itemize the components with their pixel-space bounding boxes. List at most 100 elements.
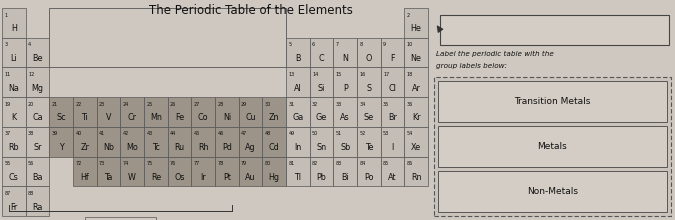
Text: 72: 72 [76,161,82,166]
Text: Ag: Ag [245,143,256,152]
Text: 36: 36 [407,102,413,107]
Text: 49: 49 [288,131,294,136]
Bar [191,127,215,157]
Text: Pb: Pb [317,173,327,182]
Text: Al: Al [294,84,302,93]
Text: He: He [410,24,422,33]
Text: Rb: Rb [9,143,19,152]
Bar [404,38,428,67]
Text: Nb: Nb [103,143,114,152]
Text: Cl: Cl [389,84,396,93]
Text: K: K [11,114,16,123]
Bar [2,38,26,67]
Text: Fe: Fe [175,114,184,123]
Text: At: At [388,173,397,182]
Text: 17: 17 [383,72,389,77]
Text: Os: Os [174,173,185,182]
Text: 86: 86 [407,161,413,166]
Text: Ir: Ir [200,173,206,182]
Text: 22: 22 [76,102,82,107]
Text: Se: Se [364,114,374,123]
Text: 32: 32 [312,102,319,107]
Bar [357,127,381,157]
Text: Mn: Mn [150,114,162,123]
Bar [97,127,120,157]
Text: Re: Re [151,173,161,182]
Text: 12: 12 [28,72,34,77]
Text: 27: 27 [194,102,200,107]
Text: 29: 29 [241,102,247,107]
Text: Ra: Ra [32,203,43,212]
Bar [2,157,26,186]
Bar [49,157,73,186]
Text: 83: 83 [335,161,342,166]
Text: C: C [319,54,324,63]
Text: 55: 55 [4,161,11,166]
Bar [263,157,286,186]
Bar [286,127,310,157]
Text: Ti: Ti [82,114,88,123]
Bar [381,127,404,157]
Text: Cs: Cs [9,173,19,182]
Text: 76: 76 [170,161,176,166]
Bar [286,157,310,186]
Bar [215,97,239,127]
Bar [310,127,333,157]
Bar [438,171,667,212]
Text: Ca: Ca [32,114,43,123]
Text: 84: 84 [359,161,366,166]
Text: 40: 40 [76,131,82,136]
Bar [26,97,49,127]
Text: Sb: Sb [340,143,350,152]
Text: B: B [295,54,300,63]
Text: Cu: Cu [245,114,256,123]
Text: 52: 52 [359,131,366,136]
Text: 45: 45 [194,131,200,136]
Text: 50: 50 [312,131,319,136]
Text: 28: 28 [217,102,223,107]
Text: Zr: Zr [80,143,89,152]
Text: Rh: Rh [198,143,209,152]
Text: Kr: Kr [412,114,421,123]
Text: Y: Y [59,143,63,152]
Bar [310,157,333,186]
Text: 87: 87 [4,191,11,196]
Text: 42: 42 [123,131,129,136]
Bar [333,38,357,67]
Bar [26,186,49,216]
Text: Co: Co [198,114,209,123]
Text: Ta: Ta [105,173,113,182]
Text: Pt: Pt [223,173,231,182]
Text: H: H [11,24,17,33]
Text: Label the periodic table with the: Label the periodic table with the [436,51,554,57]
Text: 43: 43 [146,131,153,136]
Text: 73: 73 [99,161,105,166]
Text: Non-Metals: Non-Metals [527,187,578,196]
Bar [49,97,73,127]
Bar [310,67,333,97]
Bar [286,38,310,67]
Bar [438,81,667,122]
Text: 3: 3 [4,42,7,47]
Bar [26,38,49,67]
Text: Hg: Hg [269,173,279,182]
Text: 82: 82 [312,161,319,166]
Bar [26,67,49,97]
Text: 25: 25 [146,102,153,107]
Bar [404,127,428,157]
Text: Sc: Sc [56,114,66,123]
Bar [26,8,404,38]
Text: 37: 37 [4,131,11,136]
Bar [2,127,26,157]
Bar [167,127,191,157]
Text: Fr: Fr [10,203,18,212]
Text: Ni: Ni [223,114,231,123]
Text: The Periodic Table of the Elements: The Periodic Table of the Elements [148,4,352,17]
Text: F: F [390,54,395,63]
Bar [97,97,120,127]
Text: 11: 11 [4,72,11,77]
Text: 48: 48 [265,131,271,136]
Text: 4: 4 [28,42,31,47]
Text: 7: 7 [335,42,339,47]
Text: Ba: Ba [32,173,43,182]
